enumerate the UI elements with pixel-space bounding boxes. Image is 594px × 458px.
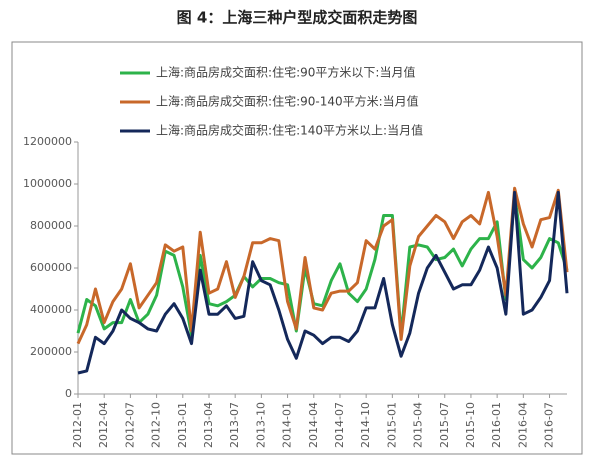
x-tick-label: 2013-07 bbox=[228, 402, 241, 448]
y-tick-label: 400000 bbox=[30, 303, 72, 316]
y-tick-label: 1000000 bbox=[23, 177, 72, 190]
chart-frame bbox=[11, 41, 583, 455]
x-tick-label: 2012-04 bbox=[97, 402, 110, 448]
legend-label: 上海:商品房成交面积:住宅:90平方米以下:当月值 bbox=[156, 65, 415, 80]
x-tick-label: 2016-01 bbox=[490, 402, 503, 448]
y-tick-label: 200000 bbox=[30, 345, 72, 358]
x-tick-label: 2014-01 bbox=[281, 402, 294, 448]
legend-label: 上海:商品房成交面积:住宅:90-140平方米:当月值 bbox=[156, 94, 419, 109]
series-line bbox=[76, 186, 569, 345]
x-tick-label: 2012-10 bbox=[150, 402, 163, 448]
x-tick-label: 2015-04 bbox=[412, 402, 425, 448]
x-tick-label: 2015-07 bbox=[438, 402, 451, 448]
chart-title: 图 4：上海三种户型成交面积走势图 bbox=[177, 9, 418, 27]
series-line bbox=[76, 193, 569, 337]
x-tick-label: 2014-04 bbox=[307, 402, 320, 448]
y-tick-label: 1200000 bbox=[23, 135, 72, 148]
x-tick-label: 2016-04 bbox=[516, 402, 529, 448]
y-tick-label: 0 bbox=[65, 387, 72, 400]
y-tick-label: 800000 bbox=[30, 219, 72, 232]
x-tick-label: 2013-04 bbox=[202, 402, 215, 448]
x-tick-label: 2014-07 bbox=[333, 402, 346, 448]
x-tick-label: 2013-01 bbox=[176, 402, 189, 448]
x-tick-label: 2015-10 bbox=[464, 402, 477, 448]
x-tick-label: 2014-10 bbox=[359, 402, 372, 448]
x-tick-label: 2013-10 bbox=[254, 402, 267, 448]
y-tick-label: 600000 bbox=[30, 261, 72, 274]
series-line bbox=[77, 190, 569, 375]
x-tick-label: 2016-07 bbox=[543, 402, 556, 448]
x-tick-label: 2015-01 bbox=[385, 402, 398, 448]
x-tick-label: 2012-07 bbox=[123, 402, 136, 448]
legend-label: 上海:商品房成交面积:住宅:140平方米以上:当月值 bbox=[156, 123, 423, 138]
x-tick-label: 2012-01 bbox=[71, 402, 84, 448]
